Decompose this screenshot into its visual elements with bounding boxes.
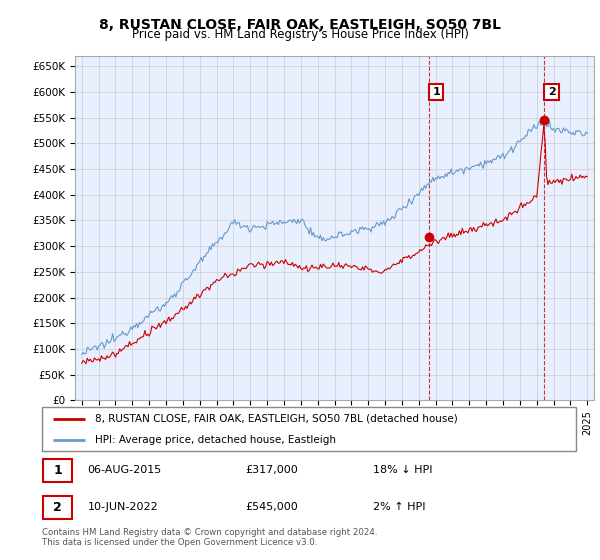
FancyBboxPatch shape [43,496,73,519]
Text: 1: 1 [432,87,440,97]
Text: 2% ↑ HPI: 2% ↑ HPI [373,502,425,512]
Text: 18% ↓ HPI: 18% ↓ HPI [373,465,433,475]
Text: 8, RUSTAN CLOSE, FAIR OAK, EASTLEIGH, SO50 7BL: 8, RUSTAN CLOSE, FAIR OAK, EASTLEIGH, SO… [99,18,501,32]
Text: Price paid vs. HM Land Registry's House Price Index (HPI): Price paid vs. HM Land Registry's House … [131,28,469,41]
FancyBboxPatch shape [43,459,73,482]
Text: 2: 2 [548,87,556,97]
Text: 06-AUG-2015: 06-AUG-2015 [88,465,161,475]
Text: £545,000: £545,000 [245,502,298,512]
Text: HPI: Average price, detached house, Eastleigh: HPI: Average price, detached house, East… [95,435,337,445]
Text: £317,000: £317,000 [245,465,298,475]
Text: 2: 2 [53,501,62,514]
Text: Contains HM Land Registry data © Crown copyright and database right 2024.
This d: Contains HM Land Registry data © Crown c… [42,528,377,547]
FancyBboxPatch shape [42,407,576,451]
Text: 10-JUN-2022: 10-JUN-2022 [88,502,158,512]
Text: 8, RUSTAN CLOSE, FAIR OAK, EASTLEIGH, SO50 7BL (detached house): 8, RUSTAN CLOSE, FAIR OAK, EASTLEIGH, SO… [95,414,458,424]
Text: 1: 1 [53,464,62,477]
